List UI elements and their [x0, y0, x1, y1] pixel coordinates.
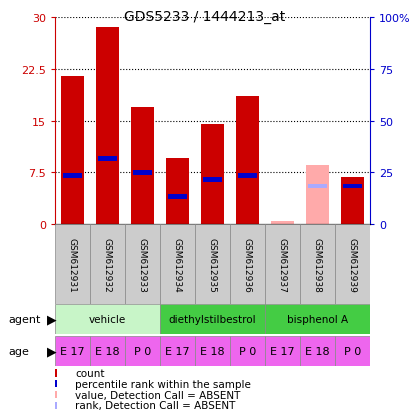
Bar: [96, 28, 119, 224]
Bar: [133, 171, 152, 175]
Bar: [202, 177, 222, 182]
Bar: [125, 336, 160, 366]
Text: percentile rank within the sample: percentile rank within the sample: [75, 379, 251, 389]
Text: E 18: E 18: [95, 346, 119, 356]
Bar: [90, 336, 125, 366]
Text: GSM612936: GSM612936: [243, 237, 252, 292]
Text: GDS5233 / 1444213_at: GDS5233 / 1444213_at: [124, 10, 285, 24]
Bar: [90, 224, 125, 304]
Bar: [55, 304, 160, 334]
Text: ▶: ▶: [47, 345, 56, 358]
Text: E 17: E 17: [165, 346, 189, 356]
Bar: [299, 336, 334, 366]
Bar: [299, 224, 334, 304]
Bar: [195, 336, 229, 366]
Text: GSM612935: GSM612935: [207, 237, 216, 292]
Bar: [229, 336, 264, 366]
Bar: [264, 336, 299, 366]
Bar: [236, 97, 258, 224]
Bar: [237, 174, 256, 179]
Bar: [167, 195, 187, 199]
Bar: [125, 224, 160, 304]
Bar: [55, 336, 90, 366]
Bar: [306, 166, 328, 224]
Text: ▶: ▶: [47, 313, 56, 326]
Text: P 0: P 0: [343, 346, 360, 356]
Bar: [342, 184, 361, 189]
Text: E 18: E 18: [200, 346, 224, 356]
Text: GSM612931: GSM612931: [68, 237, 77, 292]
Bar: [307, 184, 326, 189]
Text: GSM612937: GSM612937: [277, 237, 286, 292]
Bar: [160, 224, 195, 304]
Text: GSM612939: GSM612939: [347, 237, 356, 292]
Text: count: count: [75, 368, 105, 378]
Bar: [166, 159, 189, 224]
Text: E 17: E 17: [60, 346, 85, 356]
Text: GSM612934: GSM612934: [173, 237, 182, 292]
Bar: [334, 336, 369, 366]
Text: age: age: [8, 346, 29, 356]
Bar: [270, 221, 293, 224]
Text: rank, Detection Call = ABSENT: rank, Detection Call = ABSENT: [75, 400, 235, 410]
Bar: [63, 174, 82, 179]
Text: agent: agent: [8, 314, 40, 324]
Bar: [229, 224, 264, 304]
Bar: [131, 107, 153, 224]
Text: GSM612932: GSM612932: [103, 237, 112, 292]
Bar: [264, 304, 369, 334]
Text: P 0: P 0: [238, 346, 256, 356]
Bar: [201, 125, 223, 224]
Bar: [160, 304, 264, 334]
Bar: [61, 76, 84, 224]
Text: GSM612933: GSM612933: [138, 237, 147, 292]
Text: GSM612938: GSM612938: [312, 237, 321, 292]
Text: P 0: P 0: [134, 346, 151, 356]
Text: E 17: E 17: [270, 346, 294, 356]
Bar: [195, 224, 229, 304]
Bar: [334, 224, 369, 304]
Bar: [160, 336, 195, 366]
Bar: [340, 178, 363, 224]
Bar: [55, 224, 90, 304]
Text: E 18: E 18: [304, 346, 329, 356]
Text: diethylstilbestrol: diethylstilbestrol: [168, 314, 256, 324]
Text: vehicle: vehicle: [89, 314, 126, 324]
Text: value, Detection Call = ABSENT: value, Detection Call = ABSENT: [75, 389, 240, 399]
Text: bisphenol A: bisphenol A: [286, 314, 347, 324]
Bar: [264, 224, 299, 304]
Bar: [98, 157, 117, 161]
